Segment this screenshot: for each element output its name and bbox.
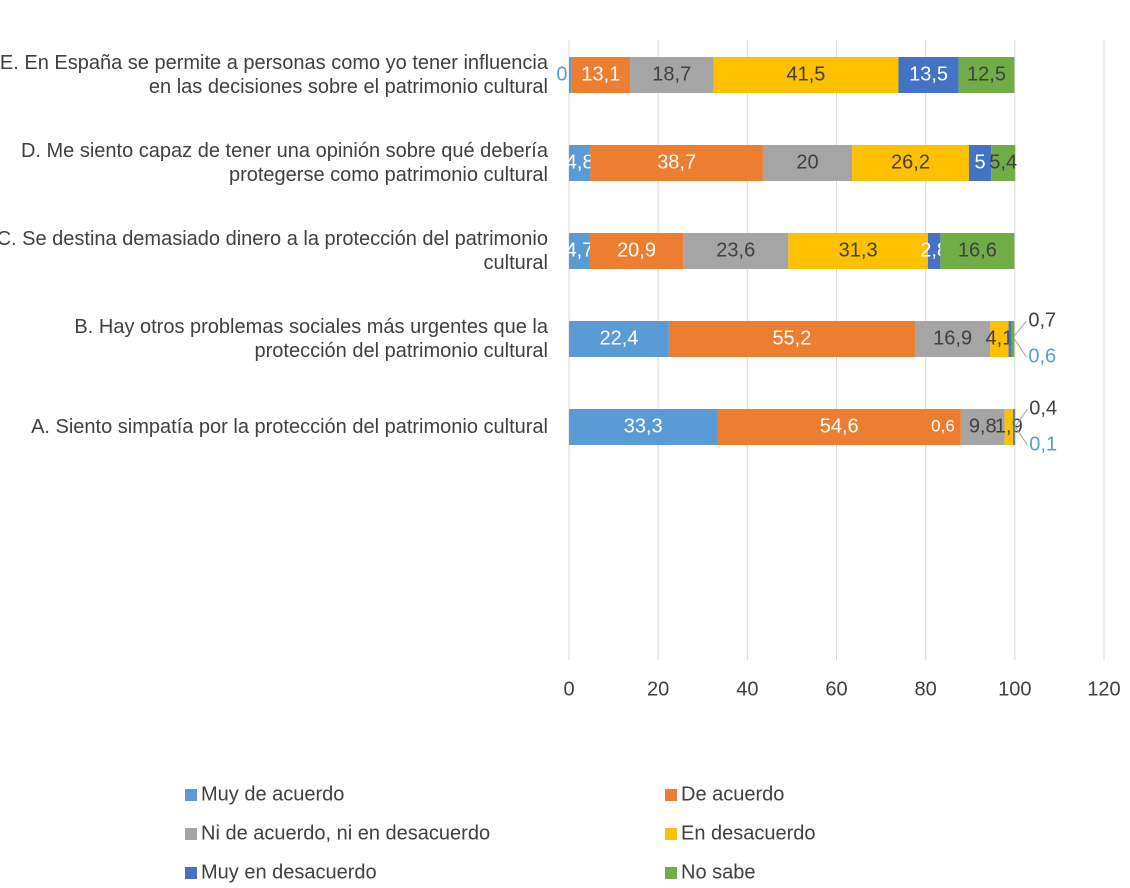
bar-segment [590,145,763,181]
bar-segment [630,57,714,93]
data-label: 5 [974,151,985,173]
legend-label: De acuerdo [681,783,784,805]
bar-segment [1011,321,1015,357]
legend-label: Muy de acuerdo [201,783,344,805]
legend-label: No sabe [681,861,756,883]
x-tick-label: 100 [998,678,1031,700]
data-label: 41,5 [786,63,825,85]
bar-segment [569,409,718,445]
data-label: 55,2 [772,327,811,349]
data-label: 16,9 [933,327,972,349]
bar-segment [991,145,1016,181]
bar-segment [990,321,1009,357]
bar-segment [683,233,789,269]
category-label: E. En España se permite a personas como … [0,52,548,98]
data-label: 31,3 [839,239,878,261]
bar-segment [940,233,1015,269]
data-label: 54,6 [820,415,859,437]
x-tick-label: 60 [825,678,847,700]
bar-segment [914,321,991,357]
data-label: 9,8 [969,415,997,437]
leader-line [1014,426,1028,446]
bar-segment [1013,409,1015,445]
legend-swatch [665,867,677,879]
data-label: 12,5 [967,63,1006,85]
bar-segment [569,145,591,181]
category-label: D. Me siento capaz de tener una opinión … [20,140,548,186]
bar-segment [960,409,1005,445]
data-label: 13,5 [909,63,948,85]
bar-segment [927,233,941,269]
bar-segment [968,145,992,181]
bar-segment [852,145,969,181]
legend-swatch [185,789,197,801]
x-tick-label: 120 [1087,678,1120,700]
data-label: 5,4 [989,151,1017,173]
data-label: 4,7 [566,239,594,261]
x-tick-label: 0 [563,678,574,700]
data-label: 18,7 [652,63,691,85]
legend-label: En desacuerdo [681,822,816,844]
data-label: 0,6 [1028,345,1056,367]
data-label: 23,6 [716,239,755,261]
bar-segment [788,233,928,269]
bar-segment [717,409,961,445]
bar-segment [571,57,631,93]
bar-segment [569,57,572,93]
data-label: 13,1 [581,63,620,85]
bar-segment [958,57,1015,93]
data-label: 4,1 [986,327,1014,349]
data-label: 38,7 [657,151,696,173]
x-tick-label: 20 [647,678,669,700]
legend-swatch [185,828,197,840]
data-label: 16,6 [958,239,997,261]
legend-swatch [185,867,197,879]
data-label: 33,3 [624,415,663,437]
data-label: 4,8 [566,151,594,173]
leader-line [1014,408,1028,428]
legend-label: Muy en desacuerdo [201,861,377,883]
category-label: A. Siento simpatía por la protección del… [31,416,548,438]
category-label: C. Se destina demasiado dinero a la prot… [0,228,548,274]
bar-segment [569,321,669,357]
bar-segment [569,233,590,269]
legend-swatch [665,828,677,840]
bar-segment [1008,321,1012,357]
data-label: 0,1 [1029,433,1057,455]
bar-segment [713,57,899,93]
bar-segment [668,321,915,357]
data-label: 20 [796,151,818,173]
bar-segment [589,233,684,269]
bar-segment [1004,409,1014,445]
leader-line [1013,338,1027,358]
x-tick-label: 80 [915,678,937,700]
data-label: 0,7 [1028,309,1056,331]
category-label: B. Hay otros problemas sociales más urge… [74,316,548,362]
legend-swatch [665,789,677,801]
data-label: 22,4 [599,327,638,349]
data-label: 1,9 [995,415,1023,437]
annotation: 0,6 [931,416,955,435]
data-label: 26,2 [891,151,930,173]
legend-label: Ni de acuerdo, ni en desacuerdo [201,822,490,844]
data-label: 20,9 [617,239,656,261]
bar-segment [762,145,853,181]
bar-segment [898,57,959,93]
data-label: 0,4 [1029,397,1057,419]
x-tick-label: 40 [736,678,758,700]
